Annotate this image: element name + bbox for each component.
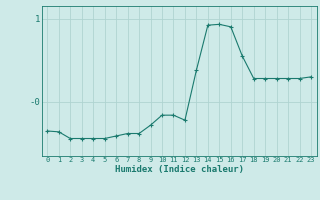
X-axis label: Humidex (Indice chaleur): Humidex (Indice chaleur) (115, 165, 244, 174)
